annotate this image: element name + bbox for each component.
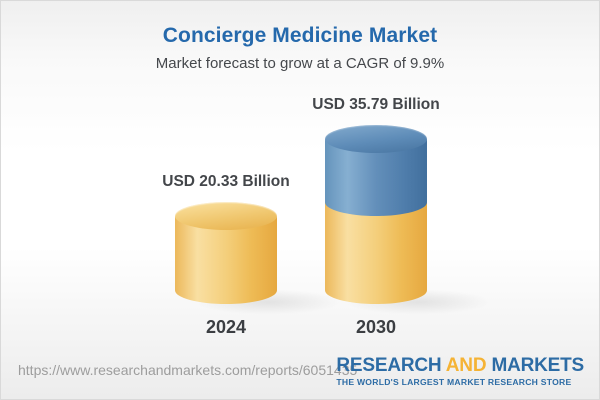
value-label-2030: USD 35.79 Billion: [312, 96, 440, 113]
source-url: https://www.researchandmarkets.com/repor…: [18, 362, 358, 378]
logo-word-research: RESEARCH: [336, 355, 442, 376]
category-label-2030: 2030: [355, 317, 397, 337]
logo-word-markets: MARKETS: [491, 355, 584, 376]
cylinder-2024-body: [175, 216, 277, 304]
cylinder-2024-top: [175, 202, 277, 230]
logo-tagline: THE WORLD'S LARGEST MARKET RESEARCH STOR…: [336, 377, 572, 387]
cylinder-2030-top: [325, 125, 427, 153]
cylinder-2030-base-segment: [325, 202, 427, 304]
category-label-2024: 2024: [205, 317, 247, 337]
chart-subtitle: Market forecast to grow at a CAGR of 9.9…: [155, 55, 445, 72]
page-title: Concierge Medicine Market: [162, 24, 438, 47]
logo-wordmark: RESEARCH AND MARKETS: [336, 356, 584, 376]
research-and-markets-logo: RESEARCH AND MARKETS THE WORLD'S LARGEST…: [336, 356, 584, 388]
value-label-2024: USD 20.33 Billion: [162, 173, 290, 190]
logo-word-and: AND: [445, 355, 487, 376]
